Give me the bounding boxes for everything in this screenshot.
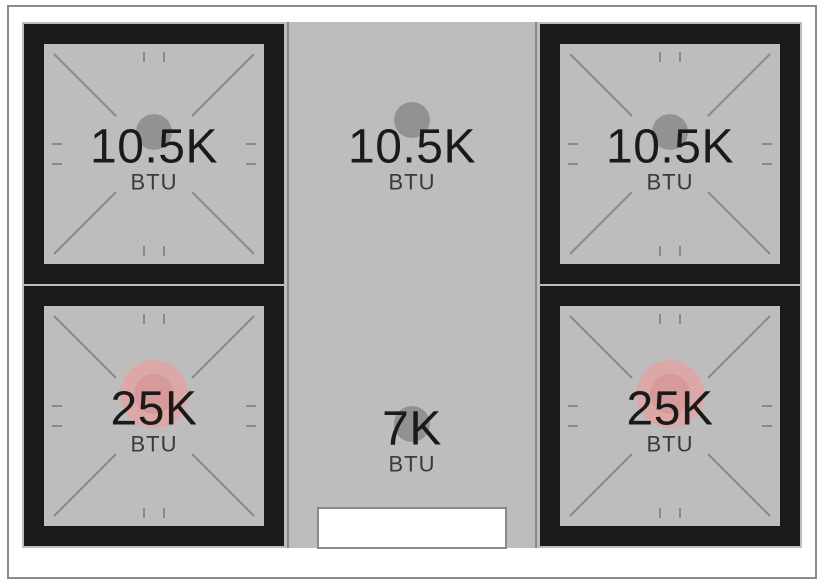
label-unit: BTU	[627, 433, 714, 456]
label-unit: BTU	[606, 171, 734, 194]
diagram-svg	[0, 0, 824, 584]
label-unit: BTU	[382, 453, 442, 476]
label-unit: BTU	[90, 171, 218, 194]
label-value: 10.5K	[606, 122, 734, 172]
label-top-right: 10.5K BTU	[606, 122, 734, 193]
label-bottom-left: 25K BTU	[111, 384, 198, 455]
label-bottom-right: 25K BTU	[627, 384, 714, 455]
label-value: 25K	[111, 384, 198, 434]
label-top-center: 10.5K BTU	[348, 122, 476, 193]
label-top-left: 10.5K BTU	[90, 122, 218, 193]
cooktop-diagram: 10.5K BTU 10.5K BTU 10.5K BTU 25K BTU 7K…	[0, 0, 824, 584]
label-value: 25K	[627, 384, 714, 434]
label-unit: BTU	[111, 433, 198, 456]
label-value: 10.5K	[348, 122, 476, 172]
label-bottom-center: 7K BTU	[382, 404, 442, 475]
label-value: 10.5K	[90, 122, 218, 172]
label-unit: BTU	[348, 171, 476, 194]
label-value: 7K	[382, 404, 442, 454]
